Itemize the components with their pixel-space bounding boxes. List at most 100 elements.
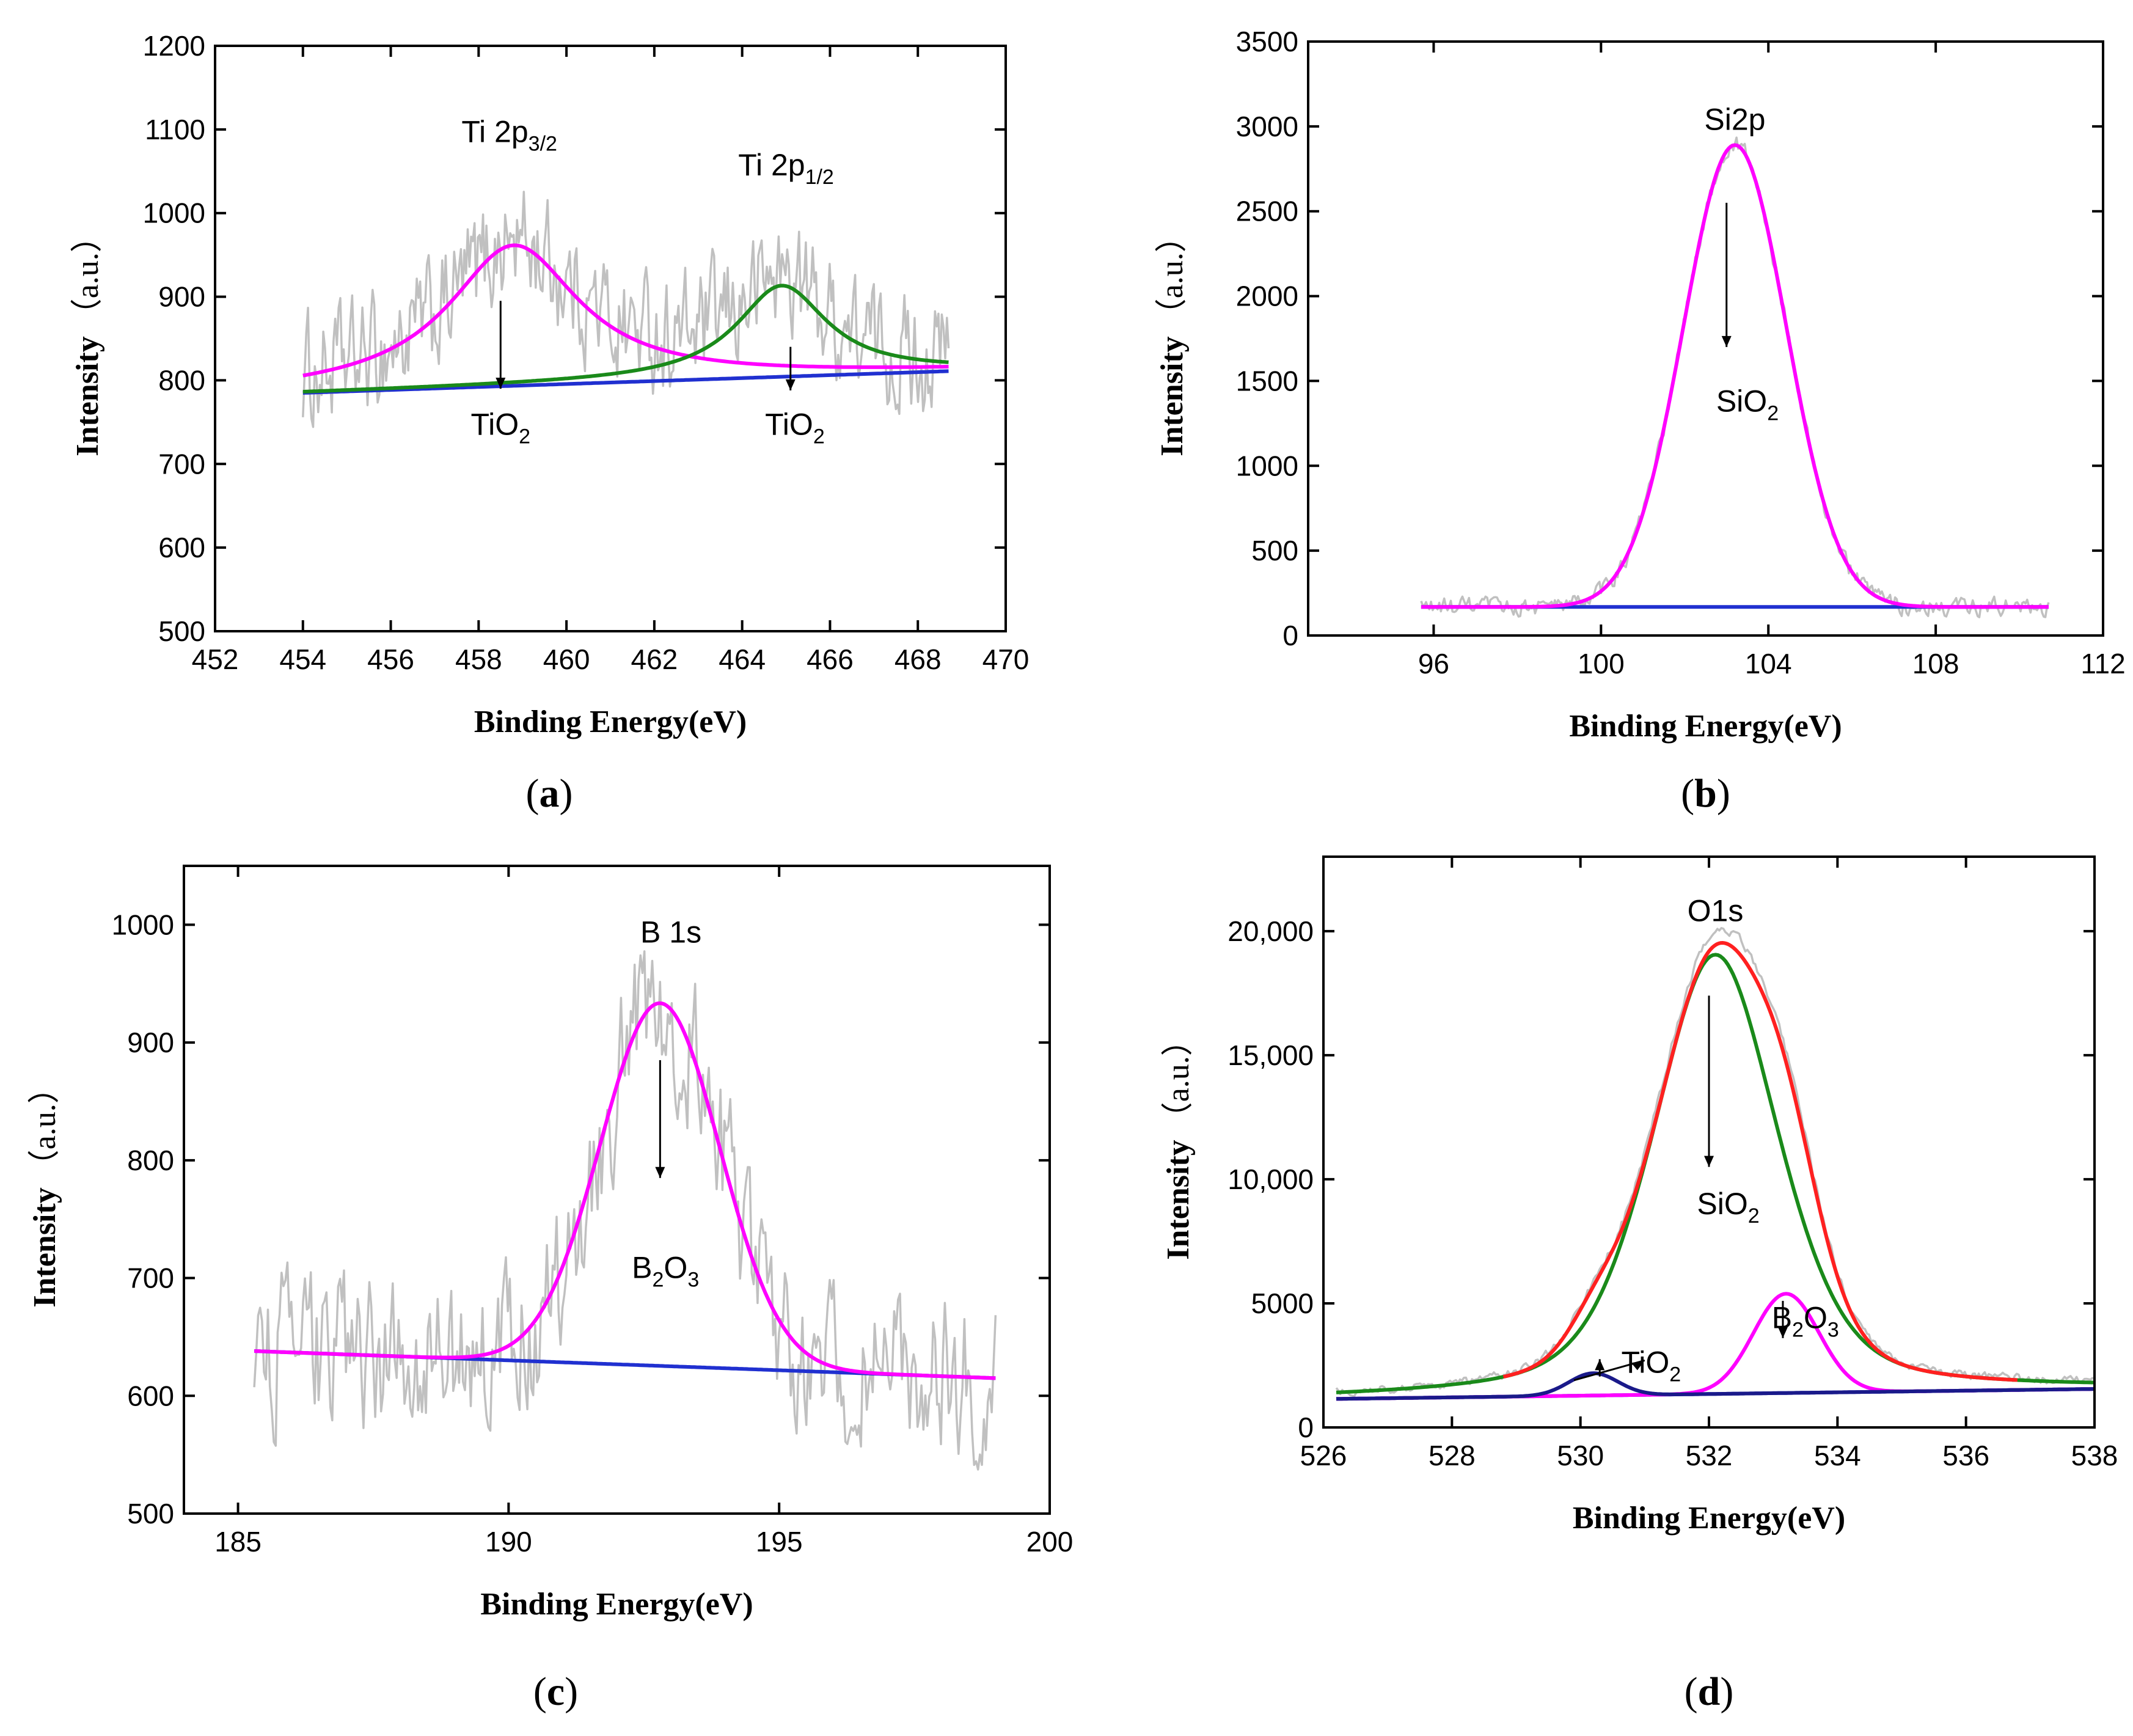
panel-d-xtick-label: 538 <box>2071 1440 2118 1471</box>
panel-c-ytick-label: 1000 <box>112 909 174 940</box>
panel-c-xtick-label: 185 <box>214 1526 262 1558</box>
panel-d: 526 528 530 532 534 536 538 0 5000 10,000 15,000 20… <box>1161 855 2118 1714</box>
panel-a-annotation-2: Ti 2p1/2 <box>738 148 834 189</box>
panel-b-xtick-label: 96 <box>1418 648 1449 679</box>
panel-a-xtick-label: 470 <box>982 643 1030 675</box>
panel-b-ylabel: Intensity（a.u.） <box>1155 221 1190 456</box>
panel-d-ylabel: Intensity（a.u.） <box>1161 1024 1196 1260</box>
panel-c-annotation-2: B2O3 <box>632 1251 699 1292</box>
panel-a-ytick-label: 700 <box>158 448 205 480</box>
panel-a-raw-spectrum <box>302 191 950 428</box>
panel-a-label: (a) <box>526 771 573 816</box>
panel-c-xtick-label: 190 <box>485 1526 532 1558</box>
panel-a-frame <box>214 45 1007 632</box>
panel-c-xtick-label: 195 <box>756 1526 803 1558</box>
panel-b-label: (b) <box>1681 771 1730 816</box>
panel-b-xtick-label: 112 <box>2080 648 2125 679</box>
panel-b-xtick-label: 104 <box>1745 648 1792 679</box>
panel-b-fit-peak-1 <box>1421 143 2049 609</box>
panel-a-ytick-label: 1100 <box>145 114 205 145</box>
panel-d-xtick-label: 532 <box>1686 1440 1733 1471</box>
panel-d-arrowhead-2 <box>1777 1327 1788 1338</box>
panel-b-ytick-label: 500 <box>1251 535 1298 566</box>
panel-a: 452 454 456 458 460 462 464 466 468 470 500 600 700 8… <box>70 30 1029 816</box>
panel-a-background-line <box>302 369 949 395</box>
panel-b-raw-spectrum <box>1420 136 2050 618</box>
panel-d-xlabel: Binding Energy(eV) <box>1573 1501 1845 1536</box>
panel-c-ytick-label: 500 <box>127 1498 174 1529</box>
panel-d-raw-spectrum <box>1335 927 2095 1397</box>
panel-d-xtick-label: 534 <box>1814 1440 1861 1471</box>
panel-b-annotation-1: Si2p <box>1704 102 1765 136</box>
panel-d-ytick-label: 0 <box>1298 1412 1314 1443</box>
panel-d-annotation-3: TiO2 <box>1622 1346 1681 1386</box>
panel-a-xtick-label: 460 <box>543 643 590 675</box>
panel-b-ytick-label: 2000 <box>1236 280 1298 312</box>
panel-b-ytick-label: 2500 <box>1236 196 1298 227</box>
panel-a-ytick-label: 900 <box>158 281 205 313</box>
panel-c-label: (c) <box>533 1669 578 1714</box>
panel-c-frame <box>183 865 1051 1515</box>
panel-b-ytick-label: 3500 <box>1236 26 1298 57</box>
panel-b-xlabel: Binding Energy(eV) <box>1569 709 1842 744</box>
panel-a-annotation-1: Ti 2p3/2 <box>461 114 557 155</box>
panel-a-arrowhead-1 <box>496 378 506 389</box>
panel-c-ytick-label: 600 <box>127 1380 174 1412</box>
panel-b-frame <box>1307 40 2104 637</box>
panel-c-annotation-1: B 1s <box>640 915 701 949</box>
panel-a-fit-peak-1 <box>302 243 949 378</box>
panel-d-xtick-label: 536 <box>1942 1440 1989 1471</box>
panel-c-ytick-label: 900 <box>127 1027 174 1058</box>
panel-d-arrowhead-3 <box>1595 1359 1605 1371</box>
panel-a-ytick-label: 600 <box>158 532 205 563</box>
panel-a-xtick-label: 464 <box>719 643 766 675</box>
panel-c: 185 190 195 200 500 600 700 800 900 1000 B 1s B2O3… <box>27 865 1074 1714</box>
panel-d-ytick-label: 10,000 <box>1227 1163 1314 1195</box>
panel-d-component-1 <box>1336 953 2095 1394</box>
panel-d-xtick-label: 530 <box>1557 1440 1604 1471</box>
panel-c-fit-peak-1 <box>254 1001 996 1380</box>
panel-b-ytick-label: 0 <box>1282 620 1298 651</box>
panel-a-ytick-label: 800 <box>158 364 205 396</box>
panel-a-fit-peak-2 <box>302 284 949 394</box>
panel-c-xtick-label: 200 <box>1026 1526 1074 1558</box>
panel-c-ytick-label: 800 <box>127 1145 174 1176</box>
panel-b-xtick-label: 108 <box>1912 648 1959 679</box>
panel-d-annotation-2: SiO2 <box>1697 1187 1759 1228</box>
panel-d-arrowhead-1 <box>1704 1156 1714 1167</box>
panel-a-ytick-label: 1200 <box>143 30 205 62</box>
panel-d-ytick-label: 20,000 <box>1227 915 1314 947</box>
panel-c-ylabel: Intensity（a.u.） <box>27 1072 62 1308</box>
panel-c-ytick-label: 700 <box>127 1262 174 1294</box>
panel-d-ytick-label: 5000 <box>1251 1287 1314 1319</box>
panel-b-ytick-label: 1500 <box>1236 365 1298 397</box>
panel-a-xtick-label: 452 <box>192 643 239 675</box>
panel-a-xtick-label: 462 <box>631 643 678 675</box>
panel-d-xtick-label: 528 <box>1429 1440 1476 1471</box>
panel-b-arrowhead-1 <box>1721 335 1732 347</box>
panel-b-xtick-label: 100 <box>1578 648 1625 679</box>
panel-d-label: (d) <box>1685 1669 1734 1714</box>
panel-d-arrowhead-tio2 <box>1631 1360 1645 1371</box>
panel-d-annotation-4: B2O3 <box>1772 1301 1839 1342</box>
panel-c-raw-spectrum <box>253 950 997 1471</box>
panel-c-arrowhead-1 <box>655 1166 665 1178</box>
panel-a-xtick-label: 458 <box>455 643 502 675</box>
panel-b-ytick-label: 3000 <box>1236 111 1298 142</box>
panel-a-xtick-label: 456 <box>367 643 414 675</box>
panel-b-ytick-label: 1000 <box>1236 450 1298 482</box>
panel-a-xtick-label: 454 <box>279 643 326 675</box>
panel-a-ytick-label: 1000 <box>143 197 205 229</box>
panel-d-annotation-1: O1s <box>1688 894 1744 928</box>
panel-a-annotation-3: TiO2 <box>470 407 530 448</box>
panel-a-xtick-label: 468 <box>895 643 942 675</box>
panel-a-ylabel: Intensity（a.u.） <box>70 221 105 456</box>
panel-a-annotation-4: TiO2 <box>765 407 825 448</box>
panel-b: 96 100 104 108 112 0 500 1000 1500 2000 2500 3000 35… <box>1155 26 2126 816</box>
panel-b-annotation-2: SiO2 <box>1716 384 1779 425</box>
panel-d-xtick-label: 526 <box>1300 1440 1347 1471</box>
panel-c-xlabel: Binding Energy(eV) <box>480 1587 753 1622</box>
panel-a-xlabel: Binding Energy(eV) <box>474 705 747 739</box>
panel-d-component-3 <box>1336 1371 2095 1401</box>
